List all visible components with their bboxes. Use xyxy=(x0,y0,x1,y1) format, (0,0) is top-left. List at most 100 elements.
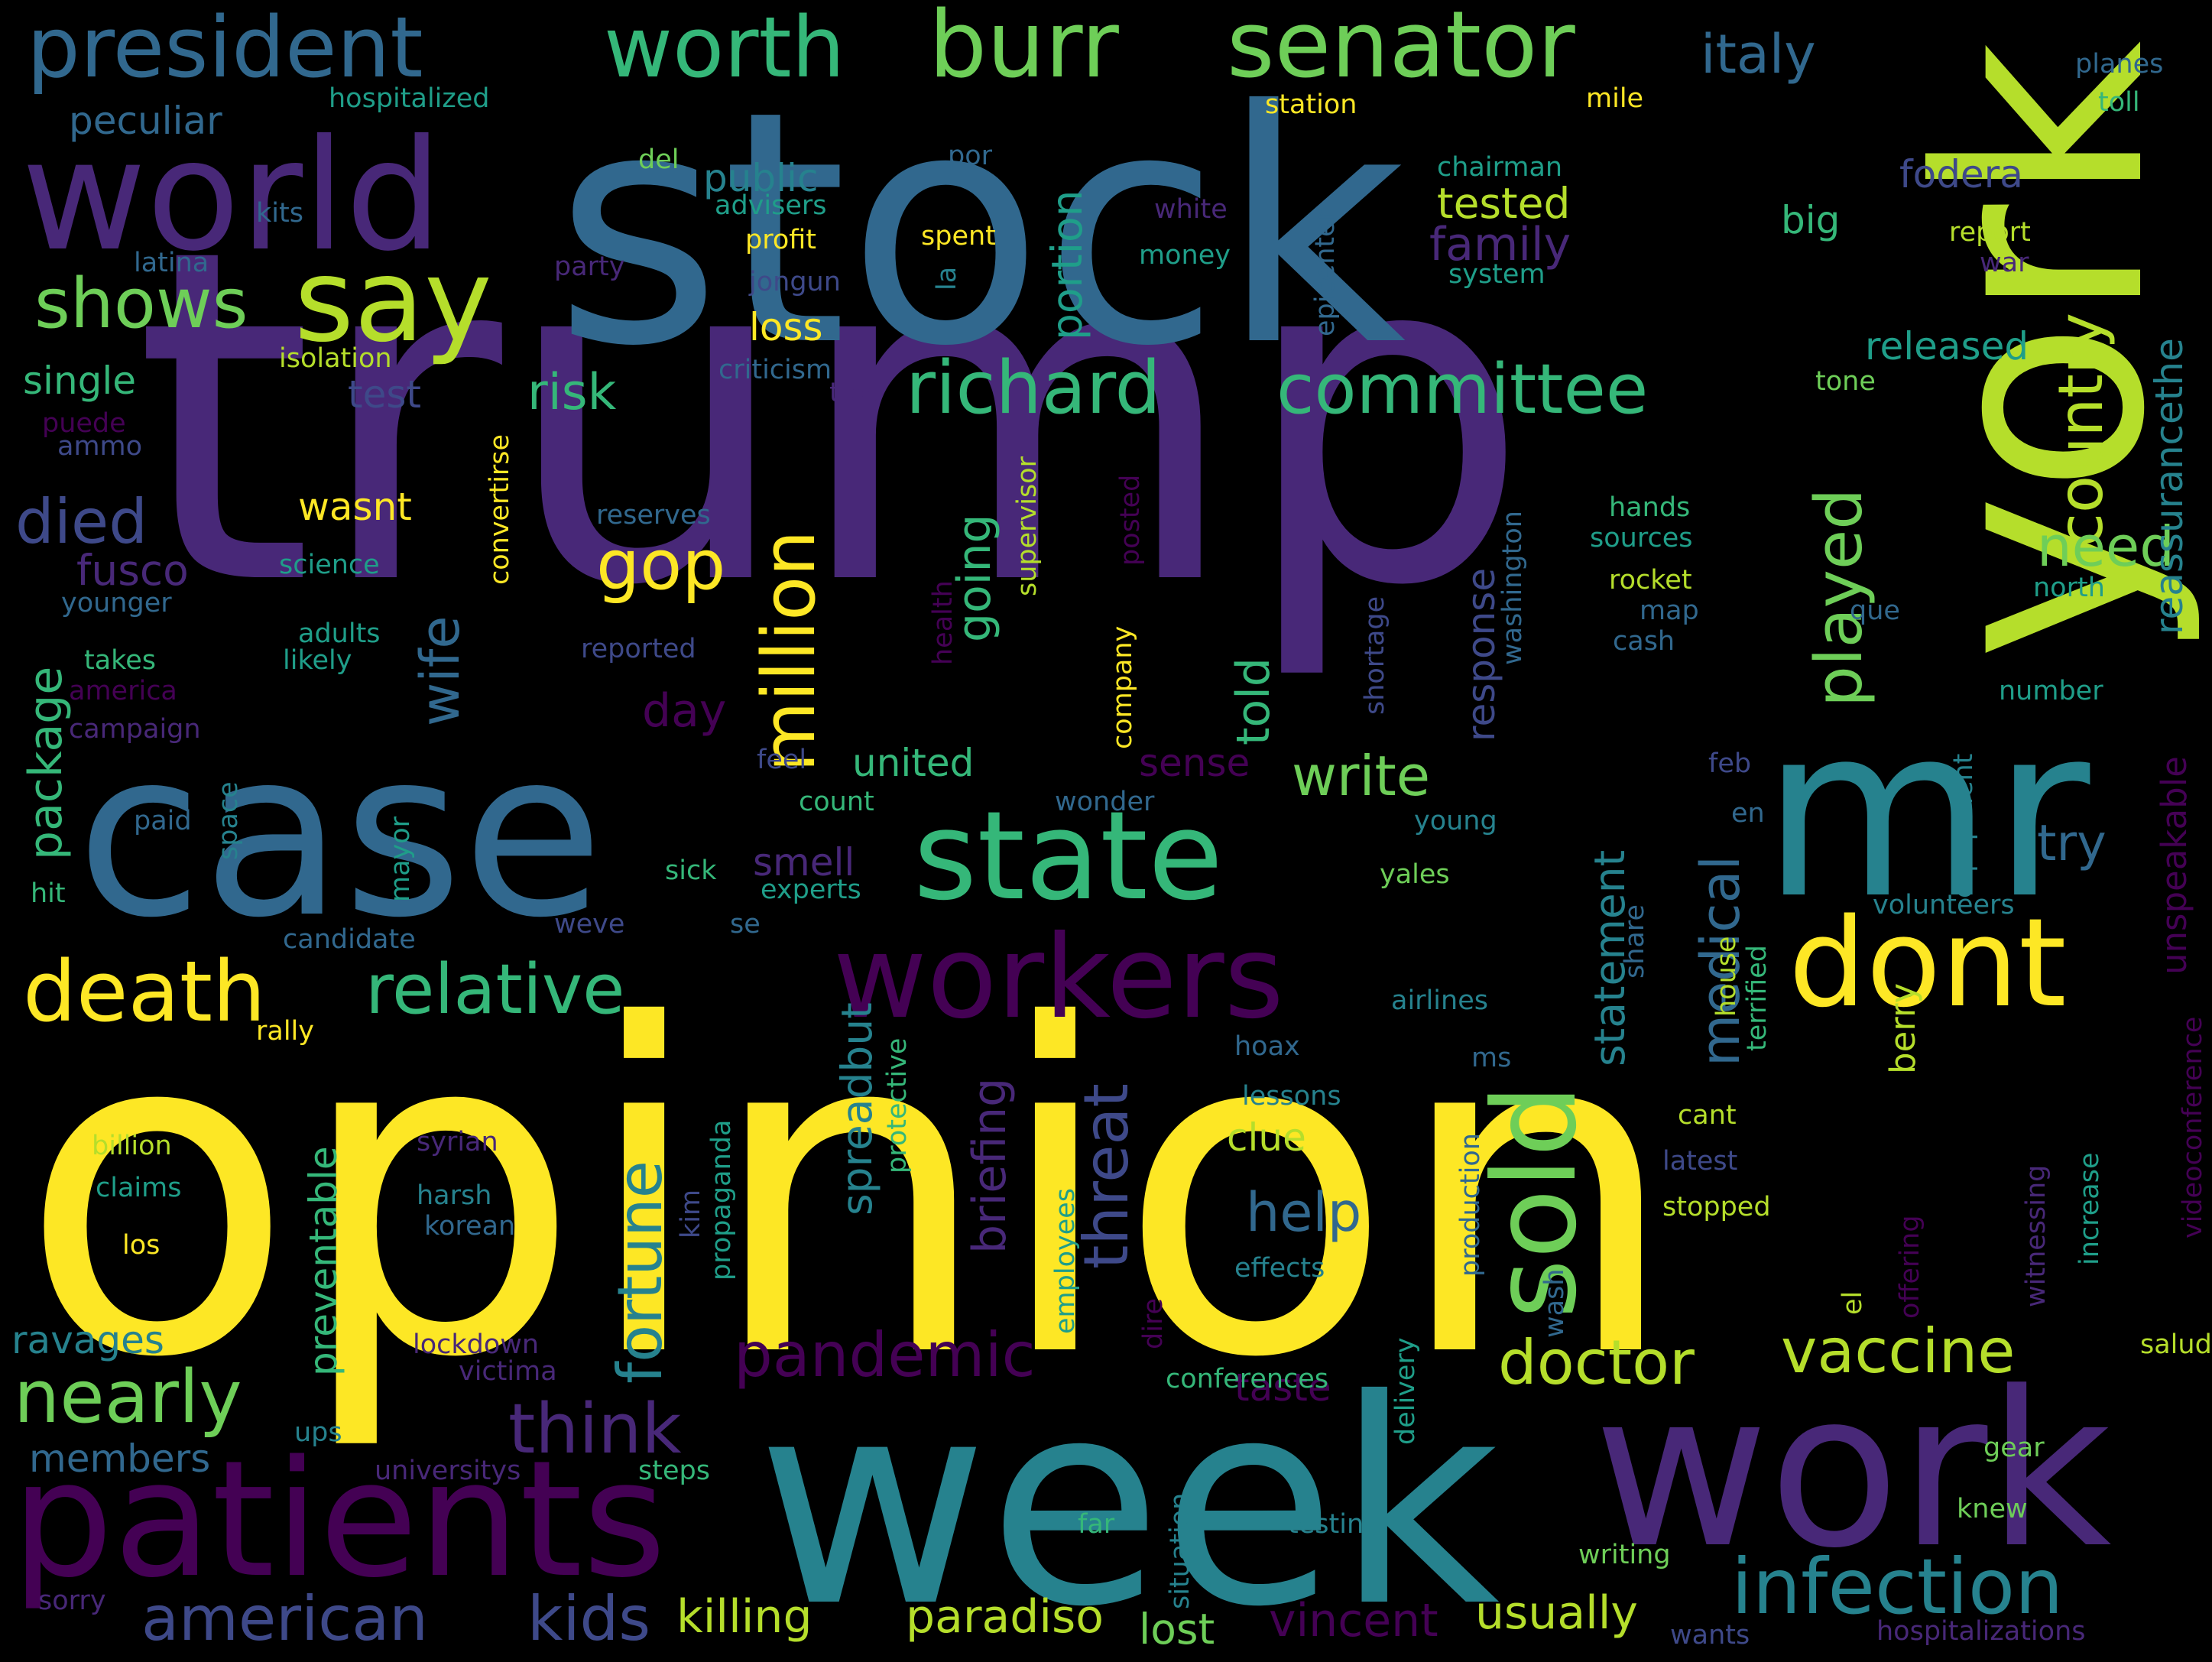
cloud-word-house: house xyxy=(1711,936,1742,1017)
cloud-word-vincent: vincent xyxy=(1269,1594,1438,1647)
cloud-word-paradiso: paradiso xyxy=(906,1590,1104,1644)
cloud-word-count: count xyxy=(799,787,874,817)
cloud-word-wants: wants xyxy=(1670,1620,1750,1651)
cloud-word-state: state xyxy=(913,784,1223,927)
cloud-word-case: case xyxy=(76,701,604,968)
cloud-word-por: por xyxy=(948,141,993,171)
cloud-word-trump: trump xyxy=(134,151,1531,686)
cloud-word-dire: dire xyxy=(1138,1298,1169,1349)
cloud-word-money: money xyxy=(1139,240,1231,271)
cloud-word-committee: committee xyxy=(1276,349,1648,430)
cloud-word-tips: tips xyxy=(829,378,878,408)
cloud-word-party: party xyxy=(554,252,625,282)
cloud-word-wasnt: wasnt xyxy=(298,485,412,529)
cloud-word-need: need xyxy=(2037,515,2175,579)
cloud-word-peculiar: peculiar xyxy=(69,99,222,143)
cloud-word-kits: kits xyxy=(256,198,303,229)
cloud-word-increase: increase xyxy=(2074,1152,2105,1265)
cloud-word-vaccine: vaccine xyxy=(1781,1316,2015,1387)
cloud-word-worth: worth xyxy=(604,0,845,96)
cloud-word-senator: senator xyxy=(1227,0,1575,99)
cloud-word-ms: ms xyxy=(1471,1043,1511,1073)
cloud-word-released: released xyxy=(1865,324,2029,368)
cloud-word-experts: experts xyxy=(761,875,861,905)
cloud-word-cash: cash xyxy=(1613,626,1675,657)
cloud-word-played: played xyxy=(1802,489,1877,707)
cloud-word-risk: risk xyxy=(527,364,617,421)
cloud-word-criticism: criticism xyxy=(718,355,832,385)
cloud-word-clue: clue xyxy=(1227,1115,1306,1160)
cloud-word-space: space xyxy=(213,781,244,860)
cloud-word-del: del xyxy=(638,144,679,175)
cloud-word-infection: infection xyxy=(1731,1542,2063,1631)
cloud-word-stopped: stopped xyxy=(1662,1192,1771,1222)
cloud-word-say: say xyxy=(294,235,492,368)
cloud-word-help: help xyxy=(1246,1181,1361,1244)
cloud-word-richard: richard xyxy=(906,346,1161,430)
cloud-word-puede: puede xyxy=(42,408,126,439)
cloud-word-mr: mr xyxy=(1762,675,2093,951)
cloud-word-delivery: delivery xyxy=(1390,1337,1421,1445)
cloud-word-station: station xyxy=(1265,89,1357,120)
cloud-word-los: los xyxy=(122,1230,160,1261)
cloud-word-american: american xyxy=(141,1583,428,1654)
cloud-word-patients: patients xyxy=(11,1426,667,1613)
cloud-word-syrian: syrian xyxy=(417,1127,498,1157)
cloud-word-single: single xyxy=(23,359,136,403)
cloud-word-adults: adults xyxy=(298,618,381,649)
cloud-word-epicenter: epicenter xyxy=(1310,209,1341,336)
cloud-word-weve: weve xyxy=(554,909,624,940)
cloud-word-white: white xyxy=(1154,194,1228,225)
cloud-word-try: try xyxy=(2037,815,2107,872)
cloud-word-likely: likely xyxy=(283,645,352,676)
cloud-word-conferences: conferences xyxy=(1166,1364,1328,1394)
cloud-word-equipment: equipment xyxy=(1948,754,1979,898)
cloud-word-workers: workers xyxy=(833,911,1284,1044)
cloud-word-report: report xyxy=(1949,217,2031,248)
cloud-word-shows: shows xyxy=(34,264,248,344)
cloud-word-reported: reported xyxy=(581,634,696,664)
cloud-word-president: president xyxy=(27,0,423,96)
cloud-word-day: day xyxy=(642,684,726,738)
cloud-word-mayor: mayor xyxy=(385,816,416,902)
cloud-word-sold: sold xyxy=(1469,1084,1602,1319)
cloud-word-sources: sources xyxy=(1590,523,1692,553)
cloud-word-nearly: nearly xyxy=(14,1355,242,1440)
cloud-word-going: going xyxy=(948,514,1001,642)
cloud-word-portion: portion xyxy=(1043,190,1091,340)
cloud-word-test: test xyxy=(348,372,421,417)
cloud-word-fodera: fodera xyxy=(1899,152,2023,196)
cloud-word-chairman: chairman xyxy=(1437,152,1562,183)
cloud-word-relative: relative xyxy=(365,949,624,1030)
cloud-word-america: america xyxy=(69,676,177,706)
cloud-word-que: que xyxy=(1850,596,1900,626)
cloud-word-smell: smell xyxy=(753,840,855,885)
cloud-word-sense: sense xyxy=(1139,741,1250,785)
cloud-word-lost: lost xyxy=(1139,1605,1215,1654)
cloud-word-stock: stock xyxy=(554,43,1406,417)
cloud-word-posted: posted xyxy=(1115,475,1146,566)
cloud-word-effects: effects xyxy=(1234,1253,1325,1284)
cloud-word-statement: statement xyxy=(1585,850,1634,1066)
cloud-word-york: york xyxy=(1879,41,2207,661)
cloud-word-salud: salud xyxy=(2140,1329,2212,1360)
cloud-word-million: million xyxy=(748,531,832,772)
cloud-word-reserves: reserves xyxy=(596,500,711,531)
cloud-word-billion: billion xyxy=(92,1131,172,1161)
cloud-word-united: united xyxy=(852,741,974,785)
cloud-word-spent: spent xyxy=(921,221,996,252)
cloud-word-mile: mile xyxy=(1586,83,1643,114)
cloud-word-convertirse: convertirse xyxy=(485,434,515,585)
cloud-word-volunteers: volunteers xyxy=(1873,890,2015,920)
cloud-word-tested: tested xyxy=(1437,179,1570,228)
cloud-word-pandemic: pandemic xyxy=(734,1320,1036,1391)
cloud-word-offering: offering xyxy=(1895,1215,1925,1319)
cloud-word-latest: latest xyxy=(1662,1146,1737,1177)
cloud-word-fortune: fortune xyxy=(605,1160,676,1384)
cloud-word-ups: ups xyxy=(294,1417,342,1448)
cloud-word-testing: testing xyxy=(1288,1509,1380,1540)
cloud-word-company: company xyxy=(1108,626,1138,749)
